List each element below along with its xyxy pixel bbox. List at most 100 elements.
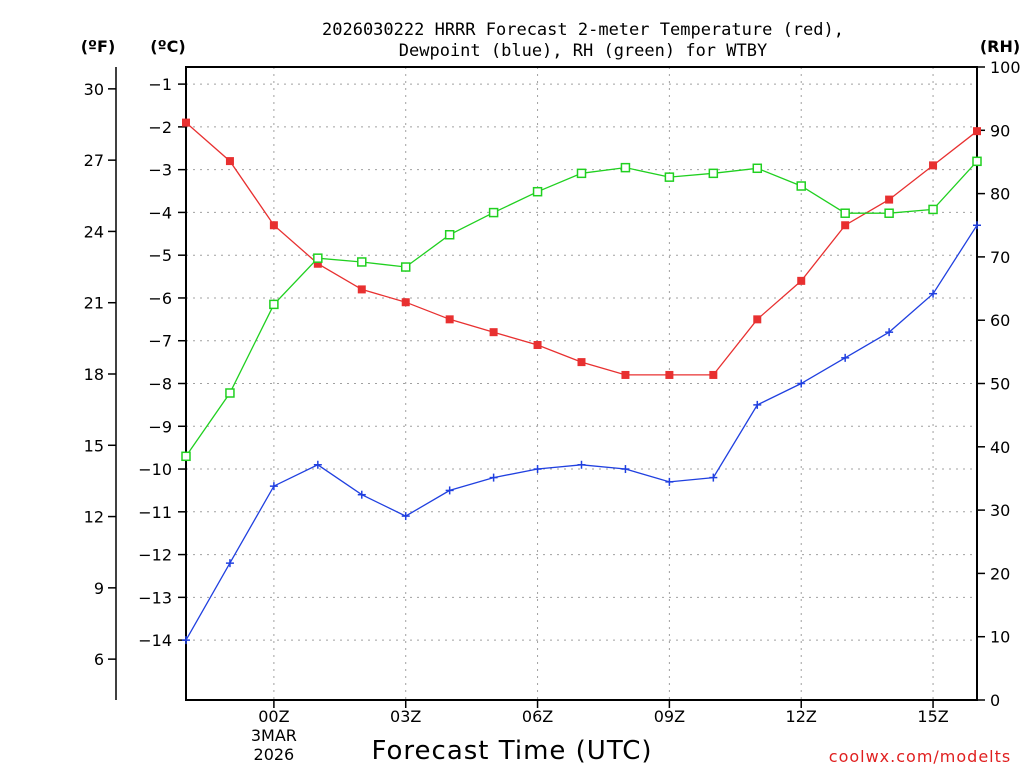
rh-point [796,181,806,191]
temperature-point [797,276,806,285]
dewpoint-point [401,512,410,521]
dewpoint-point [709,473,718,482]
rh-tick-label: 30 [990,501,1010,520]
data-series [181,118,982,645]
rh-tick-label: 80 [990,185,1010,204]
fahrenheit-tick-label: 30 [84,80,104,99]
celsius-tick-label: −9 [148,417,172,436]
rh-point [576,168,587,179]
rh-point [664,172,675,182]
celsius-tick-label: −10 [138,460,172,479]
x-axis-title: Forecast Time (UTC) [371,736,652,766]
rh-point [708,168,719,179]
plot-frame [185,66,978,701]
temperature-point [885,195,894,204]
celsius-tick-label: −7 [148,332,172,351]
x-tick-label: 15Z [917,707,948,726]
celsius-tick-label: −6 [148,289,172,308]
temperature-point [401,298,410,307]
rh-tick-label: 0 [990,691,1000,710]
celsius-tick-label: −4 [148,203,172,222]
credit-link[interactable]: coolwx.com/modelts [829,747,1011,766]
dewpoint-point [489,473,498,482]
x-tick-label: 06Z [522,707,553,726]
dewpoint-point [577,460,586,469]
rh-point [357,257,367,267]
temperature-point [753,315,762,324]
axes [108,66,985,708]
temperature-point [929,161,938,170]
rh-tick-label: 60 [990,311,1010,330]
rh-point [225,388,235,398]
x-tick-label: 00Z [258,707,289,726]
temperature-point [973,127,981,136]
temperature-point [313,259,322,268]
temperature-point [621,370,630,379]
fahrenheit-tick-label: 12 [84,508,104,527]
dewpoint-point [753,400,762,409]
dewpoint-point [621,465,630,474]
rh-point [752,163,763,174]
temperature-point [533,341,542,350]
dewpoint-point [797,379,806,388]
celsius-tick-label: −2 [148,118,172,137]
celsius-tick-label: −14 [138,631,172,650]
temperature-point [665,370,674,379]
temperature-point [225,157,234,166]
temperature-point [841,221,850,230]
series-line [185,122,978,376]
dewpoint-point [182,636,190,645]
series-line [185,160,978,457]
celsius-tick-label: −13 [138,588,172,607]
rh-tick-label: 10 [990,628,1010,647]
fahrenheit-tick-label: 18 [84,365,104,384]
x-tick-label: 12Z [786,707,817,726]
dewpoint-point [445,486,454,495]
fahrenheit-tick-label: 15 [84,436,104,455]
celsius-tick-label: −3 [148,161,172,180]
celsius-tick-label: −5 [148,246,172,265]
rh-point [972,156,982,167]
fahrenheit-tick-label: 24 [84,222,104,241]
rh-tick-label: 40 [990,438,1010,457]
dewpoint-point [225,559,234,568]
dewpoint-point [313,460,322,469]
rh-point [181,451,191,462]
series-line [185,224,978,641]
dewpoint-point [841,353,850,362]
fahrenheit-tick-label: 27 [84,151,104,170]
date-label: 3MAR [251,726,297,745]
x-tick-label: 03Z [390,707,421,726]
celsius-unit-label: (ºC) [150,37,185,56]
dewpoint-point [269,482,278,491]
dewpoint-point [973,221,981,230]
fahrenheit-tick-label: 21 [84,294,104,313]
temperature-point [269,221,278,230]
rh-point [400,262,411,272]
rh-point [488,207,499,218]
chart-title-line2: Dewpoint (blue), RH (green) for WTBY [399,41,767,61]
temperature-point [709,370,718,379]
celsius-tick-label: −1 [148,75,172,94]
rh-tick-label: 70 [990,248,1010,267]
rh-tick-label: 20 [990,564,1010,583]
rh-point [269,299,279,310]
celsius-tick-label: −12 [138,546,172,565]
dewpoint-point [533,465,542,474]
date-label: 2026 [254,745,295,764]
temperature-point [489,328,498,337]
rh-point [840,208,850,218]
temperature-point [357,285,366,294]
dewpoint-point [929,289,938,298]
dewpoint-point [885,328,894,337]
fahrenheit-unit-label: (ºF) [81,37,116,56]
x-tick-label: 09Z [654,707,685,726]
celsius-tick-label: −11 [138,503,172,522]
rh-tick-label: 50 [990,375,1010,394]
rh-point [928,204,938,215]
temperature-point [182,118,190,127]
rh-point [884,208,894,218]
gridlines [186,67,977,700]
rh-point [532,186,543,197]
